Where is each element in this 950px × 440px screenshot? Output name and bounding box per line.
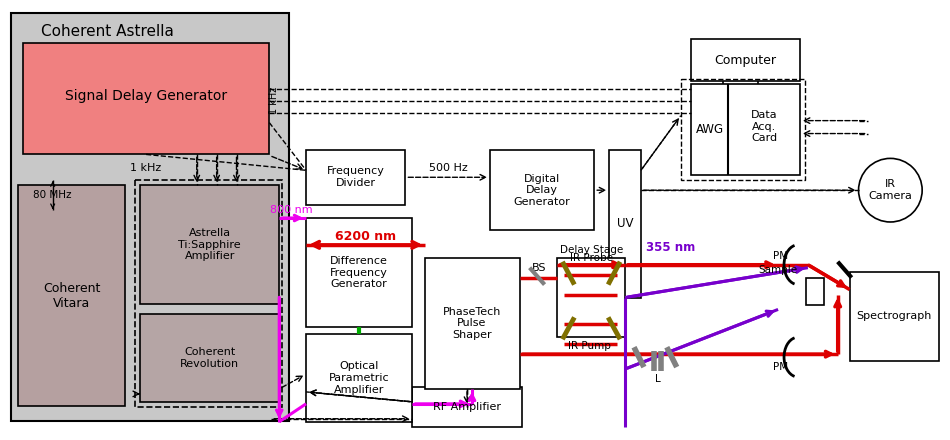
Text: IR Probe: IR Probe xyxy=(570,253,613,263)
Text: Coherent
Revolution: Coherent Revolution xyxy=(180,347,239,369)
Bar xyxy=(681,79,805,180)
Text: AWG: AWG xyxy=(695,123,724,136)
Text: 800 nm: 800 nm xyxy=(270,205,313,215)
Text: 500 Hz: 500 Hz xyxy=(428,163,467,173)
Text: IR
Camera: IR Camera xyxy=(868,180,912,201)
Text: UV: UV xyxy=(617,217,634,231)
Text: Delay Stage: Delay Stage xyxy=(560,245,623,255)
Bar xyxy=(691,39,800,81)
Bar xyxy=(306,218,412,327)
Text: Coherent Astrella: Coherent Astrella xyxy=(41,24,174,39)
Bar xyxy=(806,278,824,305)
Bar xyxy=(609,150,641,297)
Text: Coherent
Vitara: Coherent Vitara xyxy=(43,282,101,309)
Bar xyxy=(306,150,406,205)
Text: RF Amplifier: RF Amplifier xyxy=(433,402,501,412)
Text: Sample: Sample xyxy=(759,265,798,275)
Text: PM: PM xyxy=(773,251,788,261)
Circle shape xyxy=(859,158,922,222)
Text: 1 kHz: 1 kHz xyxy=(130,163,162,173)
Bar xyxy=(412,387,522,427)
Text: PM: PM xyxy=(773,362,788,372)
Bar xyxy=(691,84,800,175)
Bar xyxy=(306,334,412,422)
Text: Spectrograph: Spectrograph xyxy=(857,312,932,321)
Text: 355 nm: 355 nm xyxy=(646,241,695,254)
Bar xyxy=(558,258,625,337)
Text: Computer: Computer xyxy=(714,54,776,66)
Text: 80 MHz: 80 MHz xyxy=(33,190,72,200)
Text: Astrella
Ti:Sapphire
Amplifier: Astrella Ti:Sapphire Amplifier xyxy=(179,228,241,261)
Text: Signal Delay Generator: Signal Delay Generator xyxy=(65,89,227,103)
Bar xyxy=(141,185,279,304)
Text: L: L xyxy=(655,374,660,384)
Text: Difference
Frequency
Generator: Difference Frequency Generator xyxy=(330,256,388,289)
Bar xyxy=(426,258,520,389)
Bar xyxy=(135,180,282,407)
Text: Data
Acq.
Card: Data Acq. Card xyxy=(750,110,777,143)
Bar xyxy=(18,185,125,406)
Text: Optical
Parametric
Amplifier: Optical Parametric Amplifier xyxy=(329,361,390,395)
Bar xyxy=(849,271,939,361)
Text: IR Pump: IR Pump xyxy=(568,341,611,351)
Text: 6200 nm: 6200 nm xyxy=(335,231,396,243)
Bar xyxy=(490,150,595,230)
Text: 1 kHz: 1 kHz xyxy=(269,87,279,114)
Text: Frequency
Divider: Frequency Divider xyxy=(327,166,385,188)
Text: Digital
Delay
Generator: Digital Delay Generator xyxy=(513,174,570,207)
Text: PhaseTech
Pulse
Shaper: PhaseTech Pulse Shaper xyxy=(443,307,502,340)
Bar xyxy=(11,13,289,421)
Bar xyxy=(23,43,269,154)
Text: BS: BS xyxy=(532,263,547,273)
Bar xyxy=(141,315,279,402)
